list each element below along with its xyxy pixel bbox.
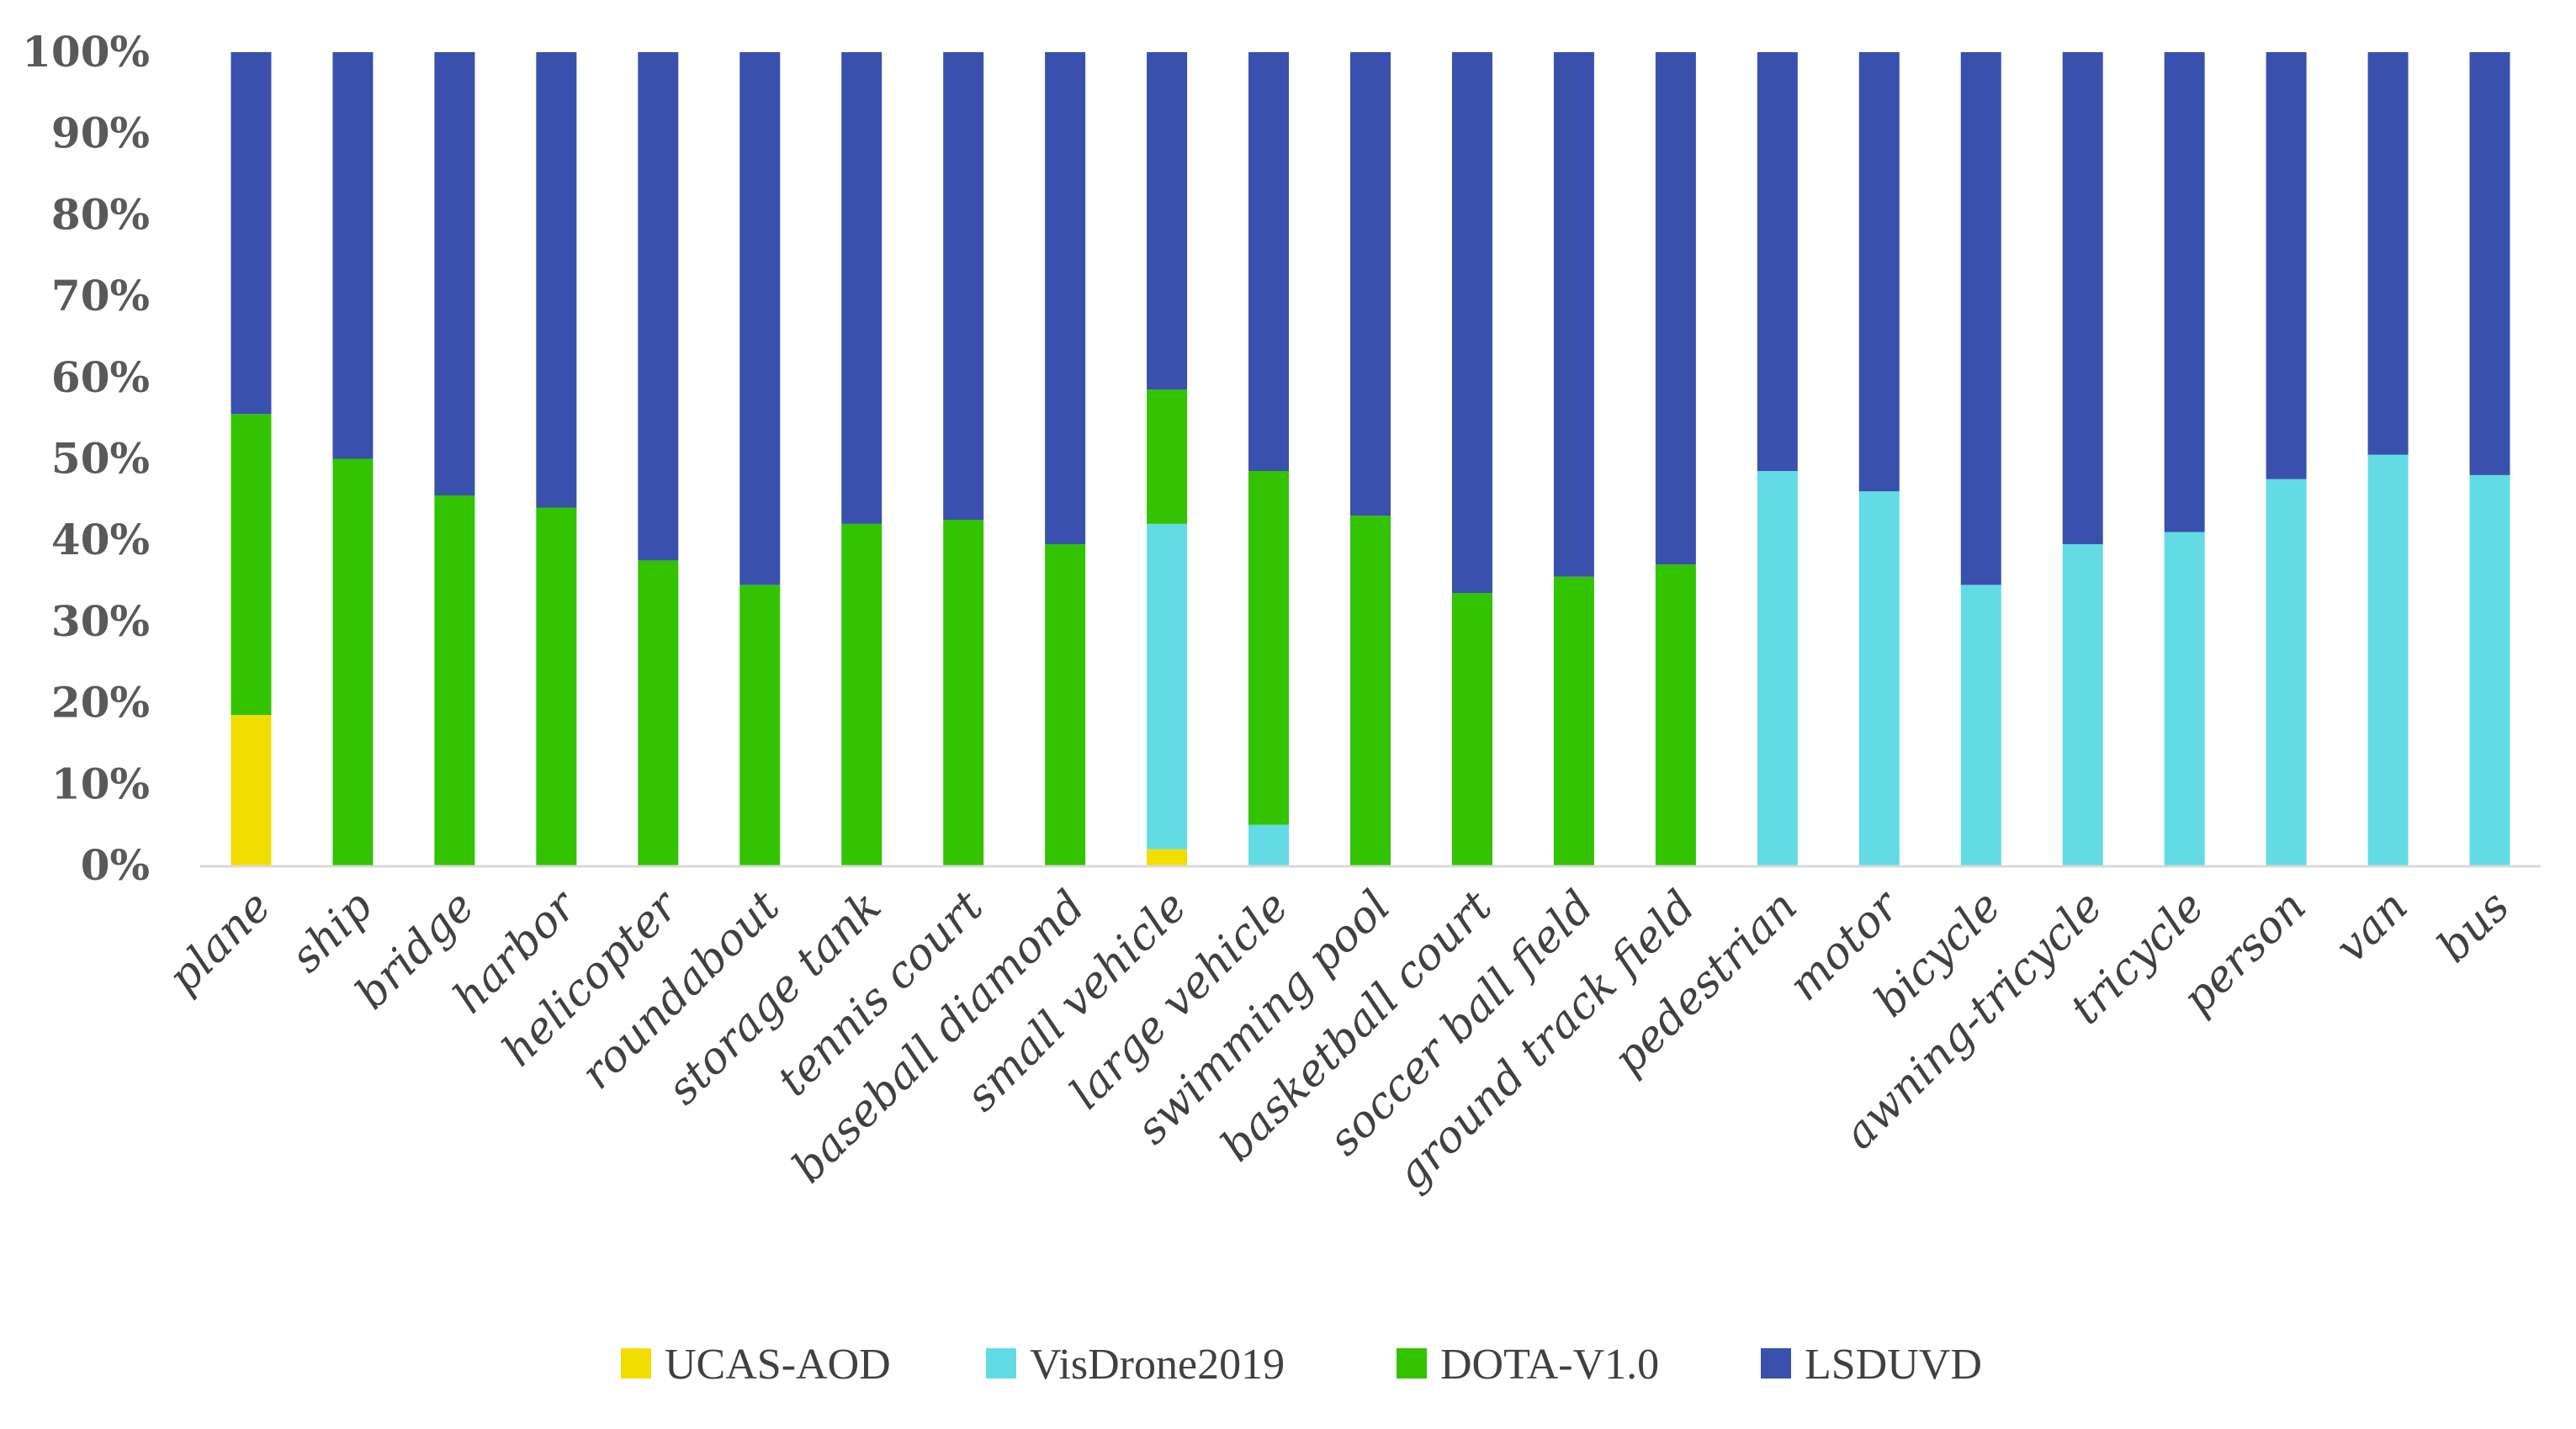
x-tick-label: van: [2326, 881, 2418, 973]
bar-visdrone2019-van: [2367, 454, 2409, 865]
bar-visdrone2019-motor: [1858, 491, 1900, 865]
bar-lsduvd-basketball-court: [1451, 52, 1492, 594]
axes: 0%10%20%30%40%50%60%70%80%90%100%plane sh…: [22, 27, 2541, 1199]
bar-lsduvd-bridge: [434, 52, 475, 496]
bar-dota-v1-0-storage-tank: [841, 523, 883, 865]
bar-lsduvd-soccer-ball-field: [1553, 52, 1594, 577]
y-tick-label: 100%: [22, 27, 150, 77]
bar-lsduvd-pedestrian: [1757, 52, 1798, 471]
y-tick-label: 80%: [51, 189, 150, 239]
y-tick-label: 90%: [51, 108, 150, 158]
bar-visdrone2019-small-vehicle: [1147, 523, 1188, 849]
bar-lsduvd-ship: [332, 52, 374, 459]
bar-lsduvd-ground-track-field: [1655, 52, 1696, 565]
bar-ucas-aod-small-vehicle: [1147, 849, 1188, 865]
bar-dota-v1-0-baseball-diamond: [1045, 544, 1086, 865]
bar-lsduvd-van: [2367, 52, 2409, 455]
bar-visdrone2019-bus: [2469, 474, 2510, 865]
bar-lsduvd-motor: [1858, 52, 1900, 492]
bar-lsduvd-harbor: [536, 52, 577, 508]
bar-lsduvd-swimming-pool: [1350, 52, 1391, 516]
bar-dota-v1-0-helicopter: [638, 560, 679, 866]
bar-lsduvd-helicopter: [638, 52, 679, 561]
bar-dota-v1-0-swimming-pool: [1350, 516, 1391, 865]
bar-lsduvd-awning-tricycle: [2062, 52, 2103, 545]
legend-swatch: [1761, 1348, 1791, 1379]
bar-dota-v1-0-tennis-court: [943, 520, 984, 865]
x-tick-label: bus: [2428, 881, 2520, 973]
bar-lsduvd-small-vehicle: [1147, 52, 1188, 390]
bar-dota-v1-0-soccer-ball-field: [1553, 576, 1594, 865]
bar-dota-v1-0-plane: [231, 414, 272, 716]
bar-visdrone2019-bicycle: [1960, 585, 2001, 865]
bar-lsduvd-bicycle: [1960, 52, 2001, 585]
y-tick-label: 10%: [51, 759, 150, 808]
legend-swatch: [986, 1348, 1016, 1379]
bar-dota-v1-0-large-vehicle: [1248, 471, 1290, 825]
bar-lsduvd-tennis-court: [943, 52, 984, 521]
bar-lsduvd-baseball-diamond: [1045, 52, 1086, 545]
legend-label: VisDrone2019: [1030, 1341, 1285, 1389]
y-tick-label: 50%: [51, 434, 150, 484]
bar-lsduvd-tricycle: [2164, 52, 2205, 532]
bar-dota-v1-0-small-vehicle: [1147, 389, 1188, 524]
y-tick-label: 20%: [51, 678, 150, 728]
y-tick-label: 30%: [51, 596, 150, 646]
bar-lsduvd-plane: [231, 52, 272, 415]
legend-label: DOTA-V1.0: [1440, 1341, 1659, 1389]
legend: UCAS-AOD VisDrone2019 DOTA-V1.0 LSDUVD: [621, 1341, 1982, 1389]
legend-label: LSDUVD: [1805, 1341, 1982, 1389]
bar-lsduvd-person: [2266, 52, 2307, 479]
bar-lsduvd-roundabout: [739, 52, 781, 585]
x-tick-label: plane: [159, 881, 281, 1003]
y-tick-label: 60%: [51, 352, 150, 402]
bar-dota-v1-0-roundabout: [739, 585, 781, 865]
bar-dota-v1-0-harbor: [536, 507, 577, 865]
y-tick-label: 70%: [51, 271, 150, 320]
bar-visdrone2019-tricycle: [2164, 532, 2205, 865]
legend-swatch: [1397, 1348, 1427, 1379]
bar-lsduvd-bus: [2469, 52, 2510, 475]
y-tick-label: 40%: [51, 515, 150, 564]
bar-dota-v1-0-ground-track-field: [1655, 564, 1696, 865]
bar-visdrone2019-pedestrian: [1757, 471, 1798, 865]
bar-visdrone2019-person: [2266, 479, 2307, 865]
bar-lsduvd-storage-tank: [841, 52, 883, 524]
legend-swatch: [621, 1348, 651, 1379]
bar-visdrone2019-awning-tricycle: [2062, 544, 2103, 865]
bar-series: [231, 52, 2510, 866]
bar-visdrone2019-large-vehicle: [1248, 824, 1290, 865]
y-tick-label: 0%: [81, 840, 150, 890]
bar-dota-v1-0-bridge: [434, 495, 475, 865]
bar-ucas-aod-plane: [231, 715, 272, 865]
bar-dota-v1-0-ship: [332, 458, 374, 865]
bar-lsduvd-large-vehicle: [1248, 52, 1290, 471]
legend-label: UCAS-AOD: [665, 1341, 891, 1389]
bar-dota-v1-0-basketball-court: [1451, 593, 1492, 865]
